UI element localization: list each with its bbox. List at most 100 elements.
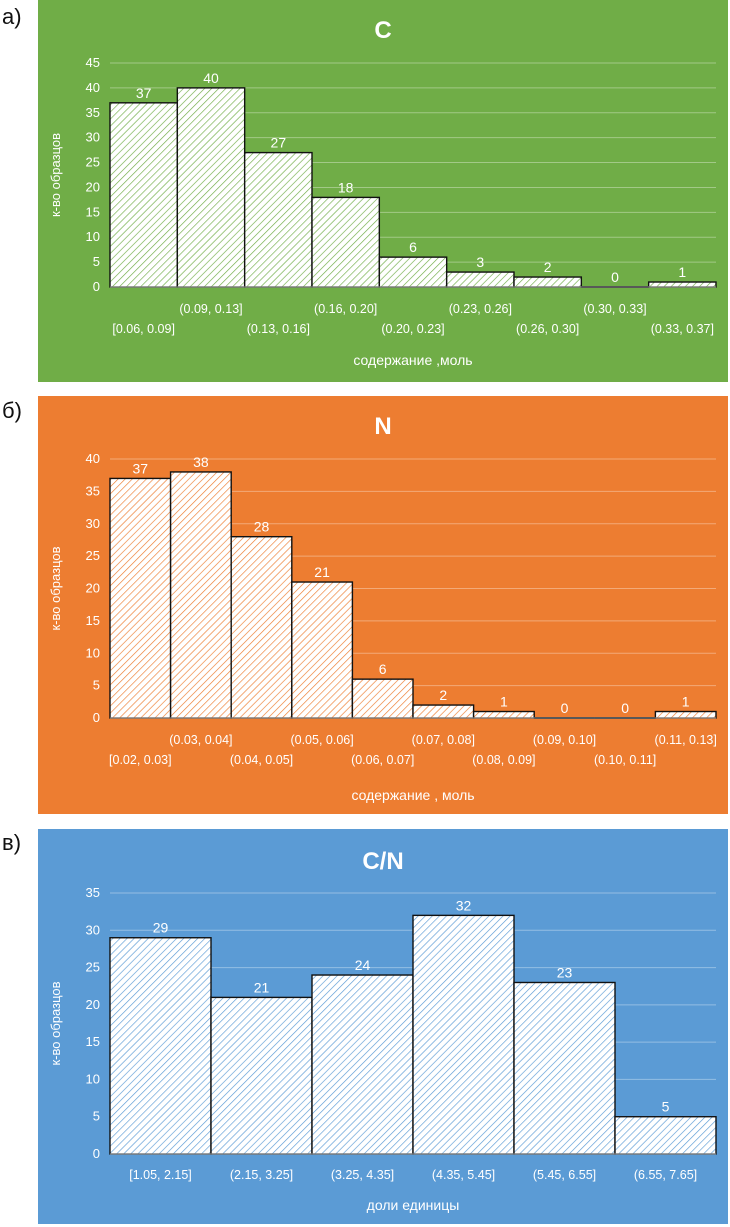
panel-letter-b: б) [2,398,22,423]
x-tick-label: (0.08, 0.09] [472,753,535,767]
data-label: 24 [355,957,371,973]
x-tick-label: (0.04, 0.05] [230,753,293,767]
bar [311,196,381,288]
bar [291,581,354,719]
y-tick-label: 30 [86,922,100,937]
y-tick-label: 35 [86,105,100,120]
bar [513,276,583,288]
panel-letter-c: в) [2,830,22,855]
y-tick-label: 20 [86,581,100,596]
bar [472,710,535,719]
x-tick-label: (0.23, 0.26] [449,302,512,316]
x-tick-label: (0.13, 0.16] [247,322,310,336]
x-tick-label: (0.33, 0.37] [651,322,714,336]
chart-panel-cn: 0 5 10 15 20 25 30 35 29 21 24 32 23 5 [1.05, 2.15] (2.… [38,829,728,1224]
bar [351,678,414,719]
y-tick-label: 5 [93,254,100,269]
data-label: 40 [203,70,219,86]
data-label: 18 [338,179,354,195]
x-tick-label: (0.05, 0.06] [290,733,353,747]
y-tick-label: 15 [86,204,100,219]
y-tick-label: 30 [86,516,100,531]
x-tick-label: [1.05, 2.15] [129,1168,192,1182]
y-tick-label: 40 [86,451,100,466]
x-tick-label: (6.55, 7.65] [634,1168,697,1182]
data-label: 29 [153,920,169,936]
x-tick-label: (0.09, 0.13] [179,302,242,316]
x-tick-label: (0.30, 0.33] [583,302,646,316]
y-tick-label: 20 [86,179,100,194]
chart-title: C [374,17,391,44]
data-label: 38 [193,454,209,470]
bar [412,914,515,1155]
y-tick-label: 25 [86,155,100,170]
y-axis-label: к-во образцов [48,981,63,1065]
x-axis-label: доли единицы [367,1197,460,1213]
y-tick-label: 10 [86,229,100,244]
y-axis-label: к-во образцов [48,546,63,630]
chart-title: N [374,413,391,440]
x-axis-label: содержание ,моль [353,352,472,368]
y-tick-label: 35 [86,885,100,900]
y-tick-label: 0 [93,279,100,294]
y-tick-label: 25 [86,960,100,975]
y-tick-label: 35 [86,483,100,498]
bar [169,471,232,719]
data-label: 1 [682,694,690,710]
x-tick-label: (4.35, 5.45] [432,1168,495,1182]
y-tick-label: 20 [86,997,100,1012]
data-label: 5 [662,1099,670,1115]
x-tick-label: (3.25, 4.35] [331,1168,394,1182]
data-label: 0 [561,700,569,716]
x-tick-label: (5.45, 6.55] [533,1168,596,1182]
data-label: 23 [557,964,573,980]
data-label: 1 [500,694,508,710]
y-tick-label: 30 [86,130,100,145]
x-tick-label: (0.11, 0.13] [655,733,717,747]
data-label: 27 [271,135,287,151]
data-label: 6 [379,661,387,677]
x-tick-label: (0.26, 0.30] [516,322,579,336]
x-tick-label: (0.06, 0.07] [351,753,414,767]
x-axis-label: содержание , моль [351,787,474,803]
y-tick-label: 0 [93,710,100,725]
y-tick-label: 5 [93,1109,100,1124]
bar [654,710,717,719]
chart-title: C/N [362,848,403,875]
y-tick-label: 25 [86,548,100,563]
x-tick-label: (0.16, 0.20] [314,302,377,316]
data-label: 21 [314,564,330,580]
chart-panel-c: 0 5 10 15 20 25 30 35 40 45 37 40 27 18 6 3 2 0 1 [0.06, 0.… [38,0,728,382]
bar [311,974,414,1155]
data-label: 0 [621,700,629,716]
bar [513,981,616,1155]
data-label: 37 [136,85,152,101]
x-tick-label: (0.07, 0.08] [412,733,475,747]
data-label: 2 [544,259,552,275]
data-label: 2 [439,687,447,703]
data-label: 32 [456,897,472,913]
chart-panel-n: 0 5 10 15 20 25 30 35 40 37 38 28 21 6 2 1 0 0 1 [0.02, 0.0… [38,396,728,814]
data-label: 3 [476,254,484,270]
bar [109,102,179,288]
data-label: 21 [254,979,270,995]
bar [210,996,313,1155]
x-tick-label: [0.02, 0.03] [109,753,172,767]
bar [445,271,515,288]
panel-letter-a: а) [2,4,22,29]
y-tick-label: 10 [86,1071,100,1086]
data-label: 6 [409,239,417,255]
y-tick-label: 40 [86,80,100,95]
bar [378,256,448,288]
data-label: 1 [678,264,686,280]
y-tick-label: 0 [93,1146,100,1161]
bar [243,151,313,288]
bar [176,87,246,288]
y-tick-label: 10 [86,645,100,660]
data-label: 37 [133,460,149,476]
x-tick-label: (0.10, 0.11] [594,753,656,767]
y-tick-label: 15 [86,1034,100,1049]
bar [109,477,172,719]
